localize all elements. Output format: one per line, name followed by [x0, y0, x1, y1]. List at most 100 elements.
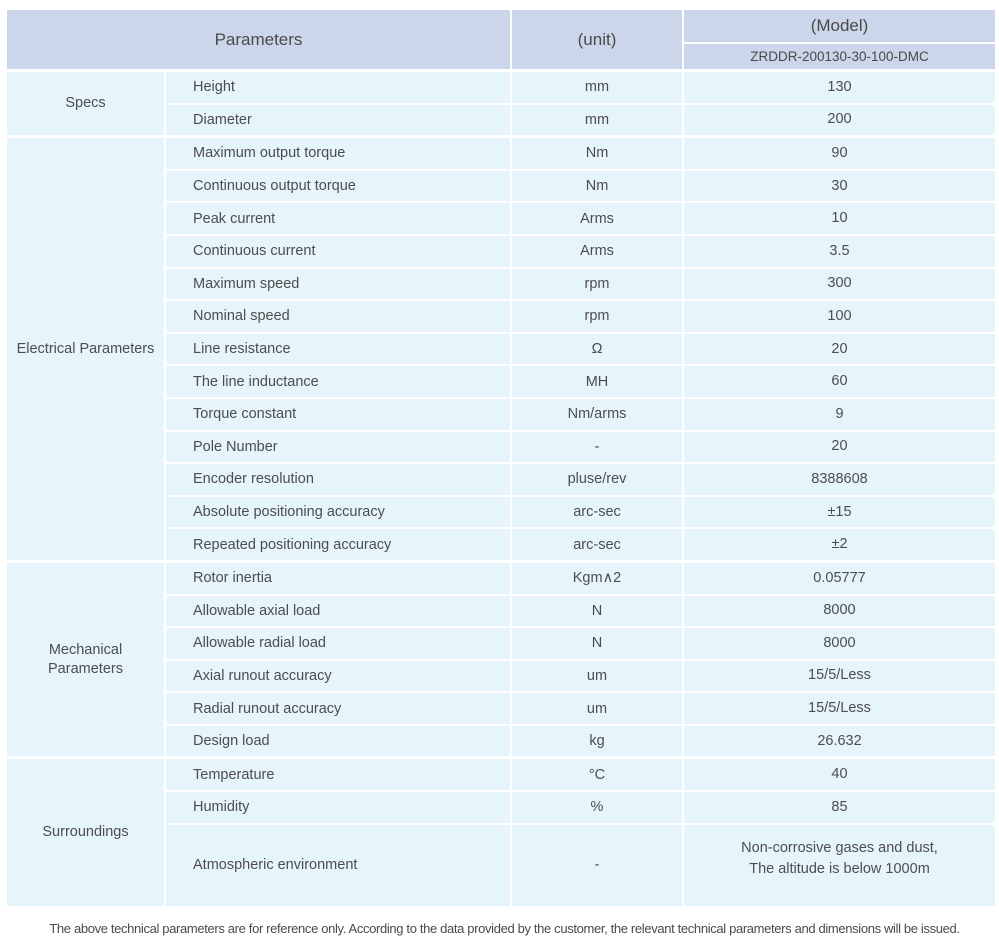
table-row: Pole Number -20 [6, 429, 997, 465]
table-section: Electrical Parameters Maximum output torq… [5, 135, 997, 563]
group-cell: Surroundings [5, 756, 166, 908]
value-cell: 8388608 [682, 462, 997, 497]
table-row: Repeated positioning accuracy arc-sec ±2 [6, 527, 997, 563]
param-name-cell: Continuous output torque [164, 168, 512, 204]
table-row: Axial runout accuracy um 15/5/Less [6, 658, 997, 694]
table-row: Electrical Parameters Maximum output torq… [5, 135, 997, 563]
table-row: Mechanical Parameters Rotor inertia Kgm∧2 0… [5, 560, 997, 759]
value-cell: 0.05777 [682, 560, 997, 596]
param-name-cell: Allowable radial load [164, 626, 512, 661]
table-row: Surroundings Temperature °C 40 [5, 756, 997, 908]
table-section: Specs Height mm 130 Diameter mm 200 [5, 69, 997, 138]
param-name-cell: Peak current [164, 201, 512, 236]
unit-cell: mm [510, 69, 684, 105]
param-name-cell: Atmospheric environment [164, 822, 512, 908]
value-cell: 20 [682, 429, 997, 465]
param-name-cell: Encoder resolution [164, 462, 512, 497]
unit-cell: pluse/rev [510, 462, 684, 497]
model-header: (Model) [682, 8, 997, 44]
group-cell: Specs [5, 69, 166, 138]
table-row: Radial runout accuracy um 15/5/Less [6, 691, 997, 726]
unit-cell: - [510, 429, 684, 465]
table-row: The line inductance MH 60 [6, 364, 997, 399]
value-cell: ±2 [682, 527, 997, 563]
value-cell: 100 [682, 299, 997, 334]
value-cell: Non-corrosive gases and dust, The altitu… [682, 822, 997, 908]
unit-cell: Nm [510, 135, 684, 171]
unit-cell: arc-sec [510, 527, 684, 563]
param-name-cell: Humidity [164, 790, 512, 825]
footnote: The above technical parameters are for r… [49, 920, 960, 936]
param-name-cell: The line inductance [164, 364, 512, 399]
param-name-cell: Continuous current [164, 233, 512, 269]
table-row: Torque constant Nm/arms 9 [6, 396, 997, 432]
value-cell: 40 [682, 756, 997, 793]
param-name-cell: Maximum output torque [164, 135, 512, 171]
table-row: Encoder resolution pluse/rev 8388608 [6, 462, 997, 497]
unit-cell: N [510, 593, 684, 629]
value-cell: 130 [682, 69, 997, 105]
param-name-cell: Allowable axial load [164, 593, 512, 629]
unit-cell: Ω [510, 331, 684, 367]
value-cell: 60 [682, 364, 997, 399]
unit-cell: rpm [510, 266, 684, 302]
table-row: Absolute positioning accuracy arc-sec ±15 [6, 494, 997, 530]
table-section: Mechanical Parameters Rotor inertia Kgm∧2 0… [5, 560, 997, 759]
value-cell: 10 [682, 201, 997, 236]
table-row: Continuous current Arms 3.5 [6, 233, 997, 269]
value-cell: 15/5/Less [682, 691, 997, 726]
value-cell: 20 [682, 331, 997, 367]
unit-cell: MH [510, 364, 684, 399]
value-cell: 8000 [682, 593, 997, 629]
param-name-cell: Absolute positioning accuracy [164, 494, 512, 530]
param-name-cell: Maximum speed [164, 266, 512, 302]
table-row: Nominal speed rpm 100 [6, 299, 997, 334]
unit-header: (unit) [510, 8, 684, 72]
group-cell: Electrical Parameters [5, 135, 166, 563]
value-cell: 8000 [682, 626, 997, 661]
parameters-header: Parameters [5, 8, 512, 72]
unit-cell: N [510, 626, 684, 661]
table-row: Continuous output torque Nm 30 [6, 168, 997, 204]
table-row: Maximum speed rpm 300 [6, 266, 997, 302]
value-cell: 85 [682, 790, 997, 825]
param-name-cell: Axial runout accuracy [164, 658, 512, 694]
model-number: ZRDDR-200130-30-100-DMC [682, 42, 997, 72]
header-row-top: Parameters (unit) (Model) [5, 8, 997, 72]
table-row: Allowable radial load N 8000 [6, 626, 997, 661]
param-name-cell: Radial runout accuracy [164, 691, 512, 726]
unit-cell: um [510, 691, 684, 726]
value-cell: 90 [682, 135, 997, 171]
value-cell: 30 [682, 168, 997, 204]
table-row: Line resistance Ω 20 [6, 331, 997, 367]
param-name-cell: Temperature [164, 756, 512, 793]
table-row: Design load kg 26.632 [6, 723, 997, 759]
param-name-cell: Rotor inertia [164, 560, 512, 596]
table-row: Specs Height mm 130 [5, 69, 997, 138]
unit-cell: Nm/arms [510, 396, 684, 432]
table-row: Allowable axial load N 8000 [6, 593, 997, 629]
param-name-cell: Height [164, 69, 512, 105]
value-cell: 26.632 [682, 723, 997, 759]
table-row: Peak current Arms 10 [6, 201, 997, 236]
param-name-cell: Diameter [164, 102, 512, 138]
unit-cell: rpm [510, 299, 684, 334]
spec-table: Parameters (unit) (Model) ZRDDR-200130-3… [5, 8, 997, 908]
param-name-cell: Nominal speed [164, 299, 512, 334]
unit-cell: Arms [510, 201, 684, 236]
header-row-model: ZRDDR-200130-30-100-DMC [6, 42, 997, 72]
unit-cell: - [510, 822, 684, 908]
param-name-cell: Design load [164, 723, 512, 759]
table-header: Parameters (unit) (Model) ZRDDR-200130-3… [5, 8, 997, 72]
param-name-cell: Torque constant [164, 396, 512, 432]
unit-cell: % [510, 790, 684, 825]
unit-cell: Arms [510, 233, 684, 269]
unit-cell: °C [510, 756, 684, 793]
value-cell: 200 [682, 102, 997, 138]
unit-cell: Nm [510, 168, 684, 204]
unit-cell: Kgm∧2 [510, 560, 684, 596]
param-name-cell: Repeated positioning accuracy [164, 527, 512, 563]
value-cell: 300 [682, 266, 997, 302]
unit-cell: um [510, 658, 684, 694]
